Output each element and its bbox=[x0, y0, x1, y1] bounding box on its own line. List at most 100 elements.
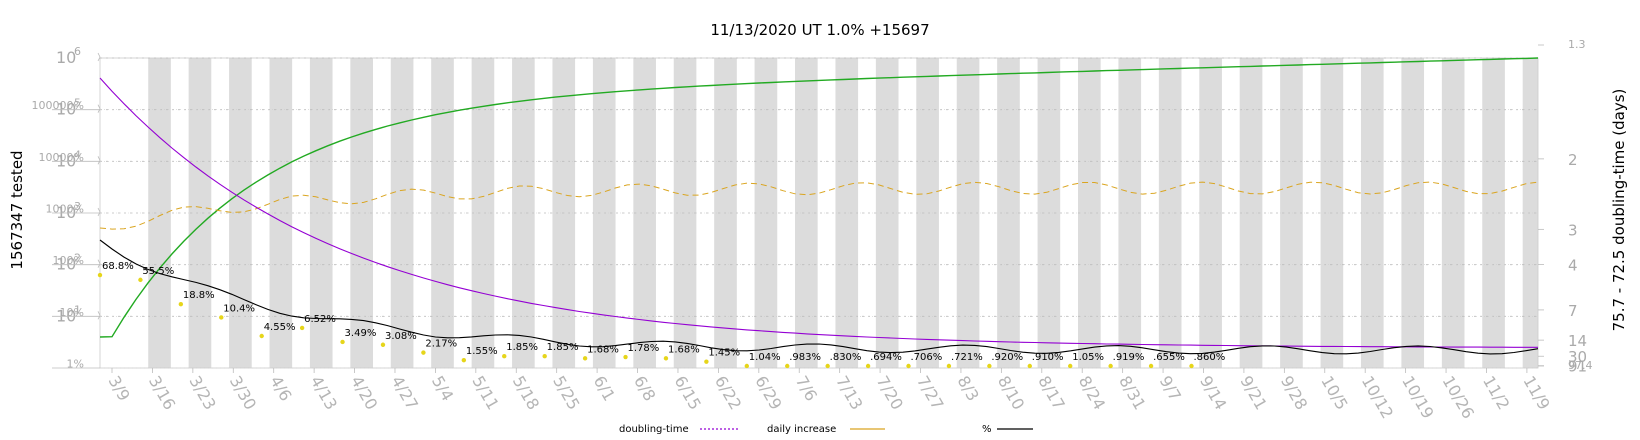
x-tick-label: 6/8 bbox=[630, 373, 659, 405]
weekend-band bbox=[512, 58, 535, 368]
pct-tick-label: 10% bbox=[60, 306, 84, 319]
x-tick-label: 5/25 bbox=[549, 373, 583, 414]
weekend-band bbox=[916, 58, 939, 368]
legend: doubling-time daily increase % bbox=[619, 424, 1033, 435]
annotation-dot bbox=[421, 350, 426, 355]
annotation-label: 10.4% bbox=[223, 303, 255, 314]
weekend-band bbox=[1441, 58, 1465, 368]
right-tick-label: 97.4 bbox=[1568, 359, 1593, 372]
right-tick-label: 30 bbox=[1568, 348, 1587, 366]
annotation-dot bbox=[785, 363, 790, 369]
annotation-label: .706% bbox=[911, 352, 943, 363]
x-tick-label: 6/22 bbox=[711, 373, 745, 414]
x-tick-label: 9/7 bbox=[1156, 373, 1185, 405]
x-tick-label: 7/27 bbox=[913, 373, 947, 414]
chart-title: 11/13/2020 UT 1.0% +15697 bbox=[710, 21, 929, 39]
y-tick-label: 10 bbox=[56, 151, 76, 170]
x-tick-label: 4/27 bbox=[388, 373, 422, 414]
annotation-label: 1.05% bbox=[1072, 352, 1104, 363]
annotation-label: 2.17% bbox=[425, 339, 457, 350]
x-tick-label: 5/18 bbox=[509, 373, 543, 414]
annotation-dot bbox=[1027, 363, 1032, 369]
right-tick-label: 1.3 bbox=[1568, 38, 1586, 51]
annotation-dot bbox=[946, 363, 952, 369]
annotation-dot bbox=[178, 301, 184, 307]
y-tick-label: 10 bbox=[56, 48, 76, 67]
annotation-label: 6.52% bbox=[304, 314, 336, 325]
weekend-band bbox=[673, 58, 697, 368]
x-tick-label: 5/11 bbox=[468, 373, 502, 414]
y-tick-label: 10 bbox=[56, 306, 76, 325]
annotation-dot bbox=[1068, 363, 1073, 369]
annotation-dot bbox=[825, 363, 830, 369]
weekend-band bbox=[309, 58, 333, 368]
annotation-dot bbox=[744, 363, 750, 369]
left-axis: 1011021031041051061%10%100%1000%10000%10… bbox=[32, 45, 101, 371]
annotation-dot bbox=[582, 356, 588, 361]
annotation-dot bbox=[461, 357, 467, 363]
weekend-band bbox=[148, 58, 171, 368]
legend-label-doubling-time: doubling-time bbox=[619, 424, 689, 435]
annotation-dot bbox=[1189, 363, 1194, 369]
weekend-band bbox=[1280, 58, 1303, 368]
annotation-dot bbox=[987, 363, 992, 369]
annotation-label: .910% bbox=[1032, 352, 1064, 363]
annotation-label: 1.45% bbox=[708, 348, 740, 359]
pct-tick-label: 100% bbox=[53, 254, 84, 267]
y-tick-chevron bbox=[97, 207, 101, 217]
y-tick-chevron bbox=[97, 52, 101, 62]
right-tick-label: 91 bbox=[1568, 358, 1587, 376]
x-tick-label: 8/31 bbox=[1115, 373, 1149, 414]
weekend-band bbox=[1522, 58, 1538, 368]
y-tick-exponent: 1 bbox=[74, 303, 81, 316]
legend-label-daily-increase: daily increase bbox=[767, 424, 836, 435]
annotation-label: 1.68% bbox=[587, 344, 619, 355]
x-tick-label: 3/30 bbox=[226, 373, 260, 414]
annotations: 68.8% 55.5% 18.8% 10.4% 4.55% 6.52% 3.49% 3.08%… bbox=[97, 261, 1225, 369]
annotation-label: 1.68% bbox=[668, 344, 700, 355]
right-tick-label: 2 bbox=[1568, 151, 1578, 169]
annotation-dot bbox=[502, 353, 507, 359]
x-tick-label: 8/24 bbox=[1075, 373, 1109, 414]
annotation-dot bbox=[380, 342, 386, 347]
annotation-dot bbox=[704, 359, 709, 364]
annotation-dot bbox=[542, 353, 547, 359]
x-tick-label: 10/19 bbox=[1398, 373, 1438, 422]
annotation-label: 4.55% bbox=[264, 322, 296, 333]
y-tick-label: 10 bbox=[56, 255, 76, 274]
y-tick-chevron bbox=[97, 311, 101, 320]
series-lines bbox=[99, 57, 1539, 355]
right-tick-label: 3 bbox=[1568, 221, 1578, 239]
right-tick-label: 14 bbox=[1568, 332, 1587, 350]
annotation-dot bbox=[219, 315, 224, 320]
x-tick-label: 7/13 bbox=[832, 373, 866, 414]
x-tick-label: 8/3 bbox=[953, 373, 982, 405]
series-doubling-time-line bbox=[99, 77, 1538, 348]
pct-tick-label: 100000% bbox=[32, 99, 84, 112]
annotation-label: 3.49% bbox=[345, 328, 377, 339]
x-tick-label: 5/4 bbox=[428, 373, 457, 405]
annotation-label: 1.78% bbox=[628, 343, 660, 354]
x-tick-label: 7/20 bbox=[873, 373, 907, 414]
weekend-band bbox=[188, 58, 212, 368]
x-tick-label: 9/28 bbox=[1277, 373, 1311, 414]
annotation-dot bbox=[138, 277, 143, 283]
x-tick-label: 4/20 bbox=[347, 373, 381, 414]
x-tick-label: 10/5 bbox=[1317, 373, 1351, 414]
series-percent-line bbox=[99, 239, 1539, 355]
x-tick-label: 7/6 bbox=[792, 373, 821, 405]
y-tick-exponent: 2 bbox=[74, 252, 81, 265]
annotation-label: .721% bbox=[951, 352, 983, 363]
annotation-label: 1.85% bbox=[547, 342, 579, 353]
weekend-band bbox=[754, 58, 778, 368]
y-axis-label-right: 75.7 - 72.5 doubling-time (days) bbox=[1610, 89, 1628, 332]
annotation-label: .830% bbox=[830, 352, 862, 363]
annotation-label: .860% bbox=[1193, 352, 1225, 363]
weekend-band bbox=[1158, 58, 1182, 368]
x-tick-label: 3/16 bbox=[145, 373, 179, 414]
series-daily-increase-line bbox=[99, 181, 1539, 230]
x-axis: 3/9 3/16 3/23 3/30 4/6 4/13 4/20 4/27 5/4 5/11 5/1… bbox=[105, 368, 1554, 422]
annotation-label: 55.5% bbox=[142, 266, 174, 277]
